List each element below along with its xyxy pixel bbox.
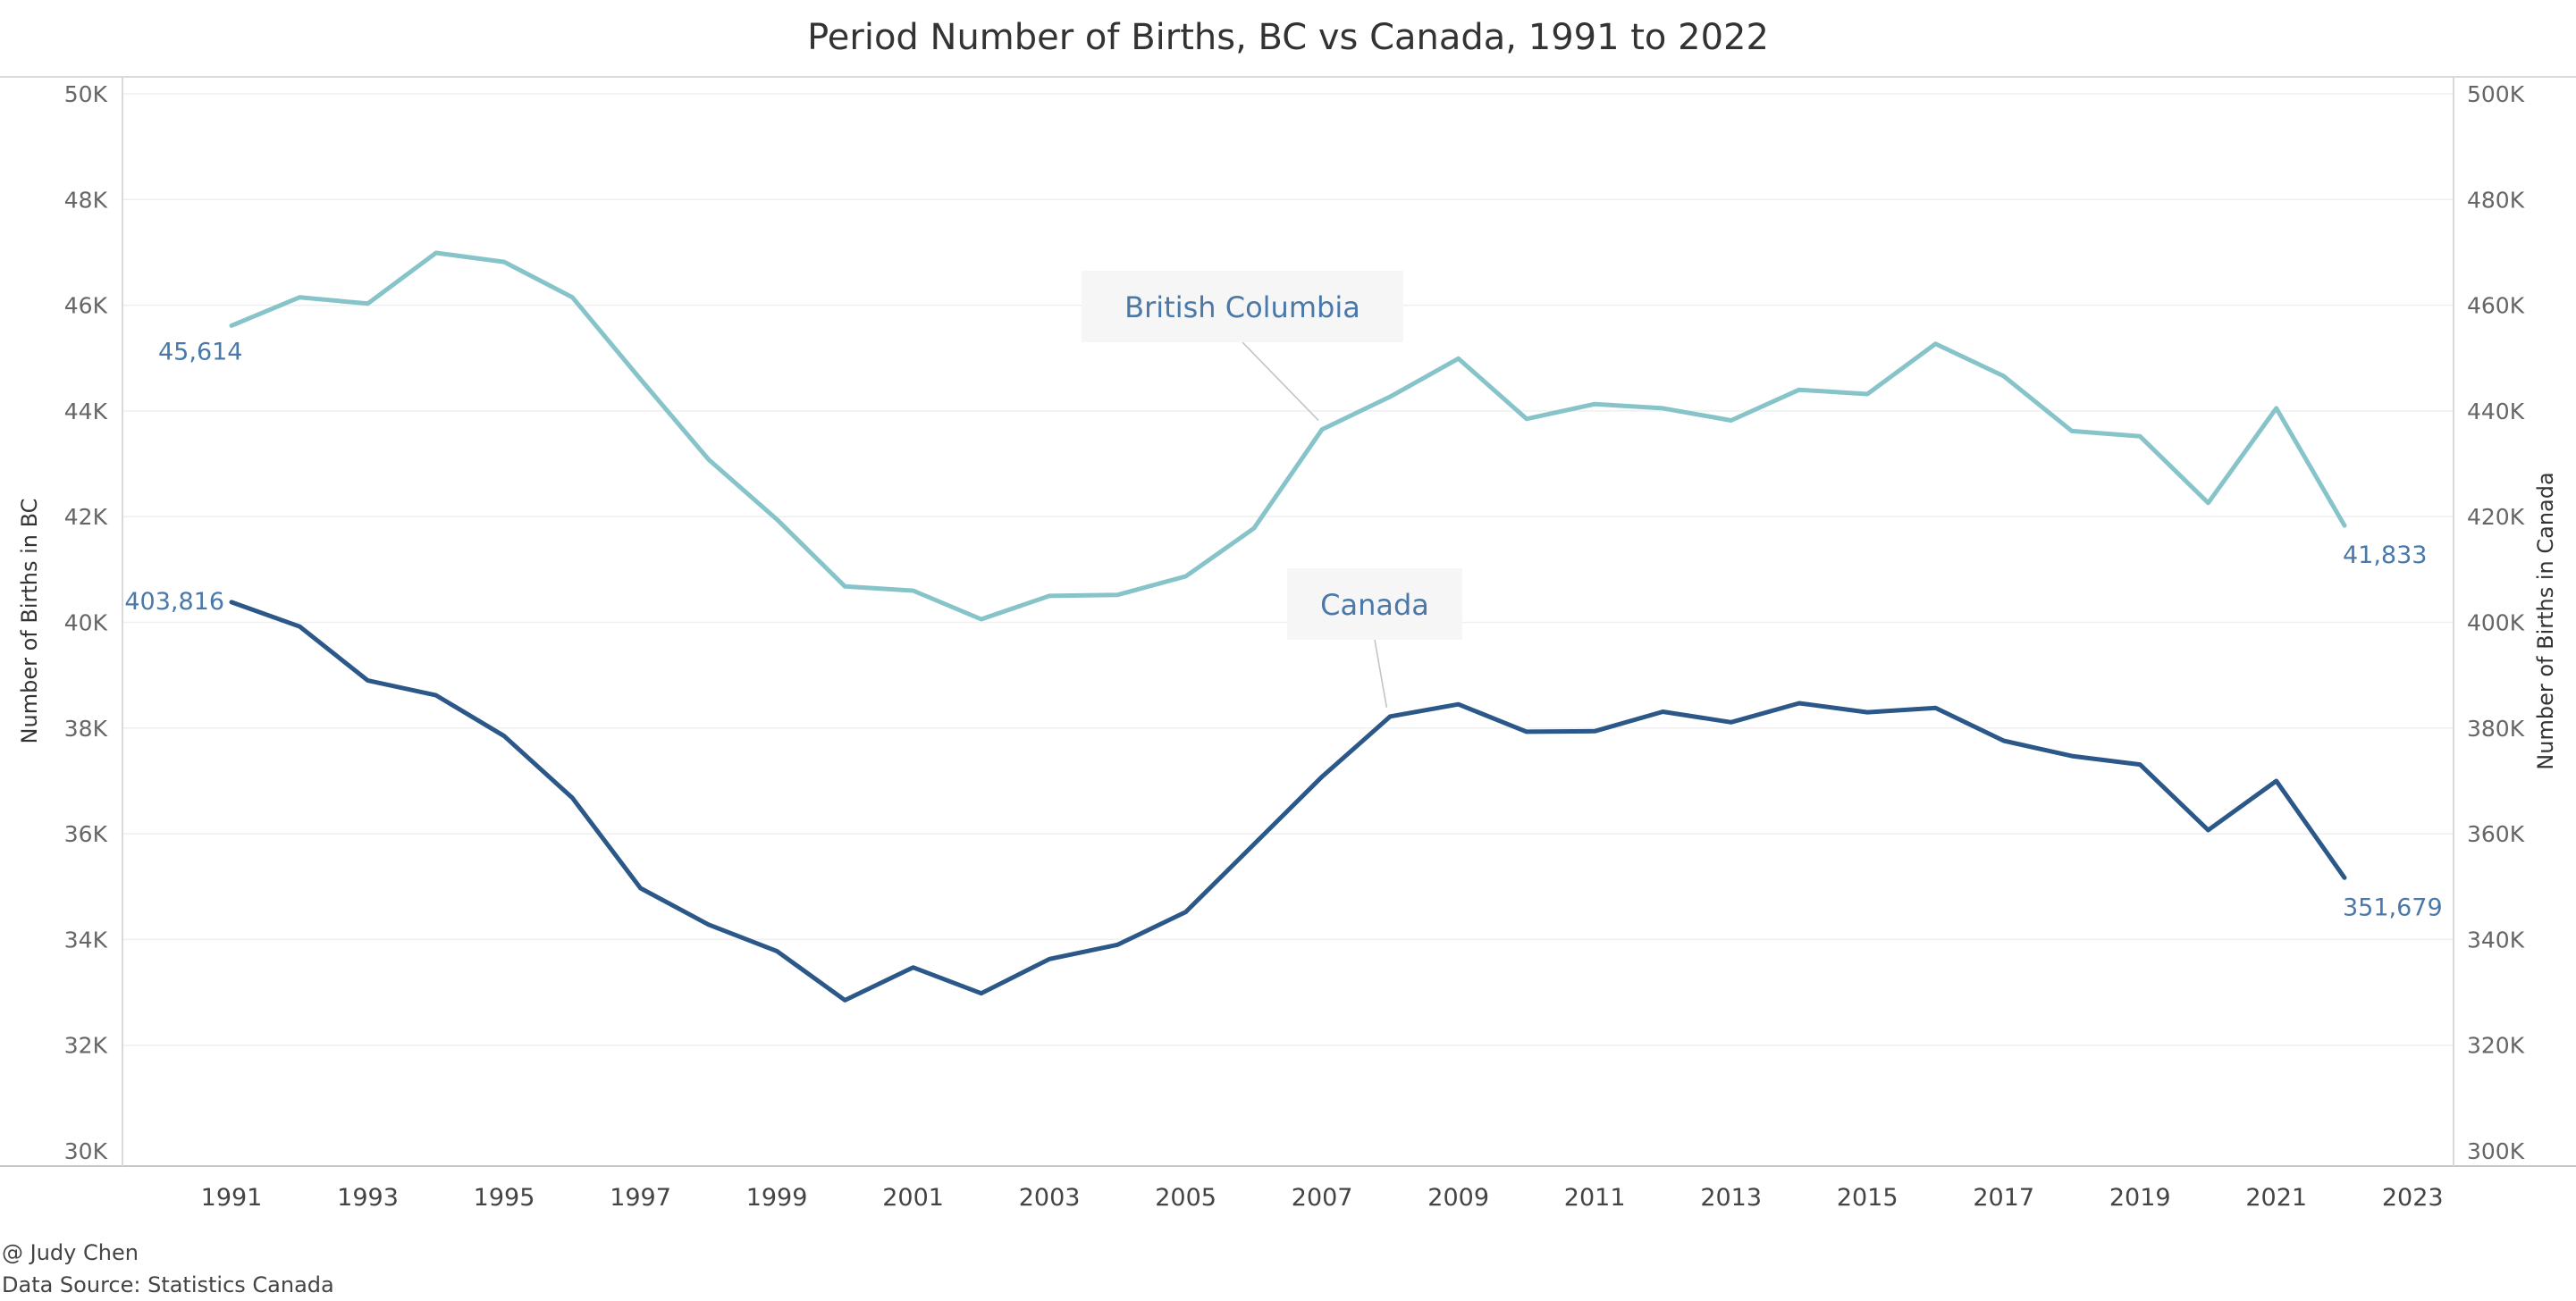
x-tick-label: 2005	[1155, 1184, 1216, 1212]
annotation-box	[1287, 568, 1462, 640]
x-tick-label: 2007	[1292, 1184, 1353, 1212]
left-axis-ticks: 30K 32K 34K 36K 38K 40K 42K 44K 46K 48K 50K	[64, 81, 108, 1164]
first-value-label: 45,614	[158, 338, 242, 365]
y-right-tick-label: 420K	[2467, 504, 2525, 530]
y-right-tick-label: 460K	[2467, 293, 2525, 319]
y-left-tick-label: 50K	[64, 81, 108, 107]
chart-title: Period Number of Births, BC vs Canada, 1…	[807, 17, 1769, 58]
y-right-tick-label: 400K	[2467, 610, 2525, 636]
y-right-tick-label: 500K	[2467, 81, 2525, 107]
x-tick-label: 2011	[1564, 1184, 1626, 1212]
annotation-leader	[1374, 639, 1388, 708]
y-right-tick-label: 320K	[2467, 1033, 2525, 1059]
y-right-tick-label: 300K	[2467, 1138, 2525, 1164]
y-left-tick-label: 48K	[64, 187, 108, 213]
y-left-tick-label: 40K	[64, 610, 108, 636]
annotations: British Columbia Canada	[1082, 271, 1462, 708]
x-axis-ticks: 1991 1993 1995 1997 1999 2001 2003 2005 2007 2009…	[201, 1184, 2444, 1212]
x-tick-label: 2015	[1837, 1184, 1898, 1212]
y-right-tick-label: 360K	[2467, 821, 2525, 847]
right-axis-title: Number of Births in Canada	[2533, 472, 2558, 769]
y-left-tick-label: 32K	[64, 1033, 108, 1059]
y-left-tick-label: 34K	[64, 927, 108, 953]
x-tick-label: 1991	[201, 1184, 263, 1212]
footer-author: @ Judy Chen	[2, 1240, 139, 1265]
left-axis-title: Number of Births in BC	[17, 499, 42, 744]
annotation-label: Canada	[1320, 588, 1429, 622]
y-right-tick-label: 440K	[2467, 399, 2525, 424]
x-tick-label: 2003	[1019, 1184, 1081, 1212]
y-left-tick-label: 30K	[64, 1138, 108, 1164]
last-value-label: 351,679	[2343, 894, 2443, 921]
series-line-british-columbia	[229, 250, 2347, 622]
x-tick-label: 2001	[882, 1184, 944, 1212]
x-tick-label: 2009	[1427, 1184, 1489, 1212]
y-right-tick-label: 480K	[2467, 187, 2525, 213]
x-tick-label: 1997	[610, 1184, 671, 1212]
x-tick-label: 1999	[746, 1184, 808, 1212]
y-right-tick-label: 340K	[2467, 927, 2525, 953]
right-axis-ticks: 300K 320K 340K 360K 380K 400K 420K 440K 460K 480K…	[2467, 81, 2525, 1164]
x-tick-label: 2023	[2382, 1184, 2444, 1212]
first-value-label: 403,816	[124, 588, 224, 616]
annotation-box	[1082, 271, 1403, 342]
last-value-label: 41,833	[2343, 541, 2427, 569]
end-labels: 45,614 41,833 403,816 351,679	[124, 338, 2442, 921]
series-lines	[229, 250, 2347, 1003]
annotation-leader	[1242, 341, 1319, 422]
x-tick-label: 2017	[1973, 1184, 2034, 1212]
x-tick-label: 2019	[2109, 1184, 2171, 1212]
x-tick-label: 2013	[1700, 1184, 1762, 1212]
series-line-canada	[229, 600, 2347, 1003]
x-tick-label: 2021	[2245, 1184, 2307, 1212]
annotation-label: British Columbia	[1124, 290, 1360, 324]
x-tick-label: 1995	[474, 1184, 535, 1212]
y-left-tick-label: 44K	[64, 399, 108, 424]
y-left-tick-label: 38K	[64, 716, 108, 742]
y-right-tick-label: 380K	[2467, 716, 2525, 742]
x-tick-label: 1993	[337, 1184, 399, 1212]
y-left-tick-label: 36K	[64, 821, 108, 847]
footer-source: Data Source: Statistics Canada	[2, 1272, 334, 1297]
y-left-tick-label: 42K	[64, 504, 108, 530]
y-left-tick-label: 46K	[64, 293, 108, 319]
